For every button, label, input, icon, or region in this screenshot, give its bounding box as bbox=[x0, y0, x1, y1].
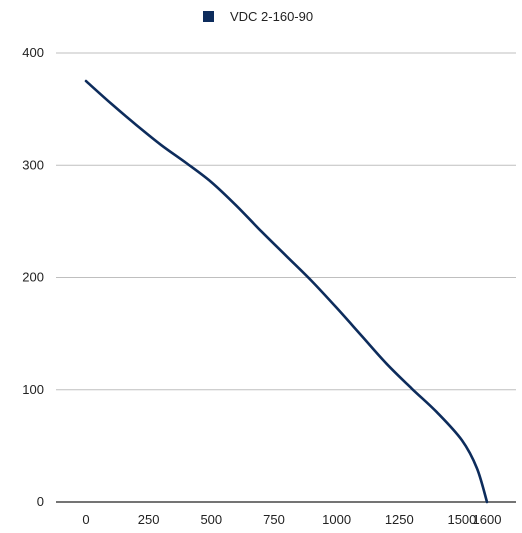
series-line bbox=[86, 81, 487, 502]
x-tick-label: 500 bbox=[200, 512, 222, 527]
series-layer bbox=[86, 81, 487, 502]
legend-swatch bbox=[203, 11, 214, 22]
x-tick-label: 1000 bbox=[322, 512, 351, 527]
x-tick-label: 250 bbox=[138, 512, 160, 527]
x-tick-label: 0 bbox=[82, 512, 89, 527]
legend-label: VDC 2-160-90 bbox=[230, 9, 313, 24]
x-tick-label: 1250 bbox=[385, 512, 414, 527]
y-tick-label: 200 bbox=[22, 270, 44, 285]
y-tick-label: 300 bbox=[22, 157, 44, 172]
y-tick-label: 400 bbox=[22, 45, 44, 60]
gridlines bbox=[56, 53, 516, 502]
y-axis-ticks: 0 100 200 300 400 bbox=[22, 45, 44, 509]
x-tick-label: 1600 bbox=[473, 512, 502, 527]
y-tick-label: 100 bbox=[22, 382, 44, 397]
x-tick-label: 750 bbox=[263, 512, 285, 527]
y-tick-label: 0 bbox=[37, 494, 44, 509]
legend: VDC 2-160-90 bbox=[203, 9, 313, 24]
